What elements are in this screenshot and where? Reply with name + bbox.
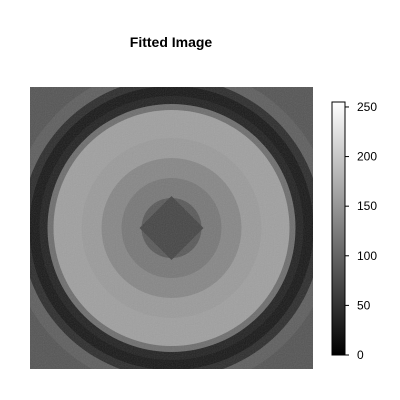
chart-title: Fitted Image	[129, 34, 213, 50]
heatmap-noise	[30, 87, 313, 369]
colorbar-tick-label: 100	[357, 249, 377, 263]
colorbar-tick-label: 50	[357, 298, 371, 312]
colorbar-tick-label: 0	[357, 348, 364, 362]
colorbar: 0 50 100 150 200 250	[331, 100, 377, 362]
colorbar-tick-label: 150	[357, 199, 377, 213]
colorbar-tick-label: 200	[357, 150, 377, 164]
colorbar-tick-label: 250	[357, 100, 377, 114]
colorbar-gradient	[331, 101, 346, 356]
